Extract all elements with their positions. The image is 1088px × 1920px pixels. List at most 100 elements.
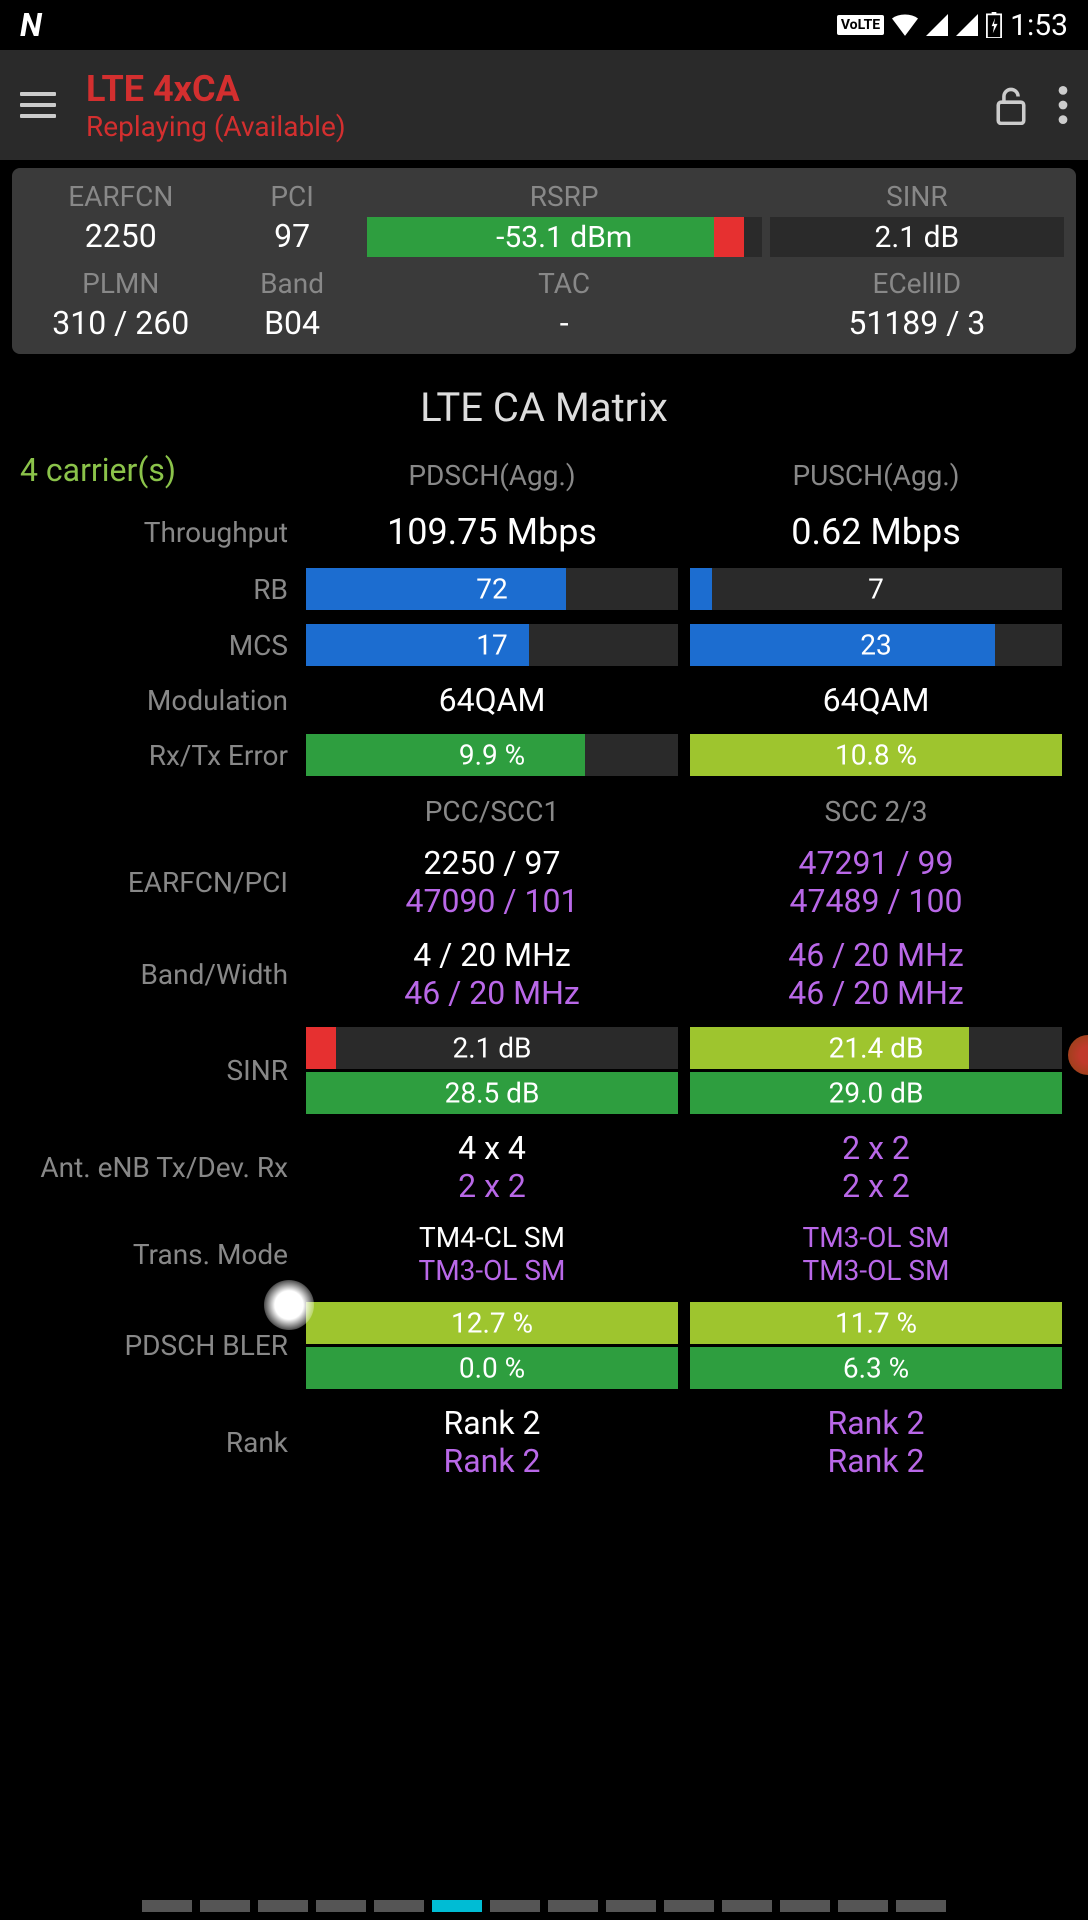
ant-col1: 4 x 4 2 x 2 (300, 1125, 684, 1209)
bler-bar-2b: 6.3 % (690, 1347, 1062, 1389)
mcs-value-2: 23 (690, 629, 1062, 662)
band-value: B04 (222, 304, 363, 342)
page-dot[interactable] (142, 1900, 192, 1912)
band-width-row: Band/Width 4 / 20 MHz 46 / 20 MHz 46 / 2… (20, 932, 1068, 1016)
touch-indicator-icon (264, 1280, 314, 1330)
band-label: Band (222, 267, 363, 300)
rb-bar-2: 7 (690, 568, 1062, 610)
bler-bar-2a: 11.7 % (690, 1302, 1062, 1344)
page-dot[interactable] (432, 1900, 482, 1912)
page-dot[interactable] (896, 1900, 946, 1912)
mcs-bar-2: 23 (690, 624, 1062, 666)
mcs-row: MCS 17 23 (20, 621, 1068, 669)
error-row: Rx/Tx Error 9.9 % 10.8 % (20, 731, 1068, 779)
status-right: VoLTE 1:53 (837, 8, 1068, 43)
trans-mode-2a: TM3-OL SM (690, 1221, 1062, 1254)
bler-bar-1b: 0.0 % (306, 1347, 678, 1389)
band-width-2b: 46 / 20 MHz (690, 974, 1062, 1012)
page-dot[interactable] (490, 1900, 540, 1912)
ecellid-cell: ECellID 51189 / 3 (766, 267, 1068, 342)
page-indicator[interactable] (0, 1900, 1088, 1912)
sinr-label: SINR (766, 180, 1068, 213)
signal-1-icon (926, 14, 948, 36)
status-bar-time: 1:53 (1010, 8, 1068, 43)
earfcn-pci-2b: 47489 / 100 (690, 882, 1062, 920)
info-row-2: PLMN 310 / 260 Band B04 TAC - ECellID 51… (20, 267, 1068, 342)
band-width-col2: 46 / 20 MHz 46 / 20 MHz (684, 932, 1068, 1016)
sinr-bar-2a: 21.4 dB (690, 1027, 1062, 1069)
volte-icon: VoLTE (837, 15, 884, 35)
bler-value-1b: 0.0 % (306, 1352, 678, 1385)
page-dot[interactable] (606, 1900, 656, 1912)
rank-1b: Rank 2 (306, 1442, 678, 1480)
rank-1a: Rank 2 (306, 1404, 678, 1442)
page-dot[interactable] (548, 1900, 598, 1912)
rb-bar-1: 72 (306, 568, 678, 610)
page-dot[interactable] (258, 1900, 308, 1912)
matrix-header-row: 4 carrier(s) PDSCH(Agg.) PUSCH(Agg.) (20, 451, 1068, 499)
rsrp-value: -53.1 dBm (367, 220, 762, 255)
hamburger-icon[interactable] (20, 92, 56, 118)
info-row-1: EARFCN 2250 PCI 97 RSRP -53.1 dBm SINR 2… (20, 180, 1068, 259)
earfcn-value: 2250 (20, 217, 222, 255)
pcc-header: PCC/SCC1 (300, 791, 684, 832)
page-dot[interactable] (200, 1900, 250, 1912)
throughput-label: Throughput (20, 516, 300, 549)
pci-cell: PCI 97 (222, 180, 363, 259)
plmn-value: 310 / 260 (20, 304, 222, 342)
trans-mode-1a: TM4-CL SM (306, 1221, 678, 1254)
page-dot[interactable] (374, 1900, 424, 1912)
ca-matrix: 4 carrier(s) PDSCH(Agg.) PUSCH(Agg.) Thr… (0, 451, 1088, 1484)
earfcn-pci-label: EARFCN/PCI (20, 866, 300, 899)
trans-mode-label: Trans. Mode (20, 1238, 300, 1271)
trans-mode-1b: TM3-OL SM (306, 1254, 678, 1287)
rb-row: RB 72 7 (20, 565, 1068, 613)
rank-2a: Rank 2 (690, 1404, 1062, 1442)
ant-col2: 2 x 2 2 x 2 (684, 1125, 1068, 1209)
sinr-col1: 2.1 dB 28.5 dB (300, 1024, 684, 1117)
throughput-row: Throughput 109.75 Mbps 0.62 Mbps (20, 507, 1068, 557)
rank-label: Rank (20, 1426, 300, 1459)
rb-value-2: 7 (690, 573, 1062, 606)
plmn-label: PLMN (20, 267, 222, 300)
cell-info-panel: EARFCN 2250 PCI 97 RSRP -53.1 dBm SINR 2… (12, 168, 1076, 354)
page-dot[interactable] (722, 1900, 772, 1912)
app-subtitle: Replaying (Available) (86, 110, 964, 143)
section-title: LTE CA Matrix (0, 384, 1088, 431)
error-value-1: 9.9 % (306, 739, 678, 772)
app-title-block: LTE 4xCA Replaying (Available) (86, 68, 964, 143)
sinr-value-2b: 29.0 dB (690, 1077, 1062, 1110)
page-dot[interactable] (664, 1900, 714, 1912)
rsrp-cell: RSRP -53.1 dBm (363, 180, 766, 259)
bler-label: PDSCH BLER (20, 1329, 300, 1362)
trans-mode-2b: TM3-OL SM (690, 1254, 1062, 1287)
unlock-icon[interactable] (994, 85, 1028, 125)
signal-2-icon (956, 14, 978, 36)
modulation-1: 64QAM (300, 677, 684, 723)
tac-label: TAC (363, 267, 766, 300)
battery-charging-icon (986, 12, 1002, 38)
page-dot[interactable] (838, 1900, 888, 1912)
ant-1a: 4 x 4 (306, 1129, 678, 1167)
overflow-menu-icon[interactable] (1058, 86, 1068, 124)
sinr-value-1a: 2.1 dB (306, 1032, 678, 1065)
matrix-header-row-2: PCC/SCC1 SCC 2/3 (20, 791, 1068, 832)
band-width-col1: 4 / 20 MHz 46 / 20 MHz (300, 932, 684, 1016)
band-width-1a: 4 / 20 MHz (306, 936, 678, 974)
band-width-1b: 46 / 20 MHz (306, 974, 678, 1012)
app-bar: LTE 4xCA Replaying (Available) (0, 50, 1088, 160)
band-width-label: Band/Width (20, 958, 300, 991)
rb-label: RB (20, 573, 300, 606)
earfcn-pci-row: EARFCN/PCI 2250 / 97 47090 / 101 47291 /… (20, 840, 1068, 924)
sinr-value-2a: 21.4 dB (690, 1032, 1062, 1065)
sinr-value: 2.1 dB (770, 220, 1064, 255)
bler-col1: 12.7 % 0.0 % (300, 1299, 684, 1392)
page-dot[interactable] (780, 1900, 830, 1912)
ant-label: Ant. eNB Tx/Dev. Rx (20, 1151, 300, 1184)
throughput-pusch: 0.62 Mbps (684, 507, 1068, 557)
error-value-2: 10.8 % (690, 739, 1062, 772)
earfcn-pci-1b: 47090 / 101 (306, 882, 678, 920)
sinr-bar-2b: 29.0 dB (690, 1072, 1062, 1114)
sinr-matrix-label: SINR (20, 1054, 300, 1087)
page-dot[interactable] (316, 1900, 366, 1912)
